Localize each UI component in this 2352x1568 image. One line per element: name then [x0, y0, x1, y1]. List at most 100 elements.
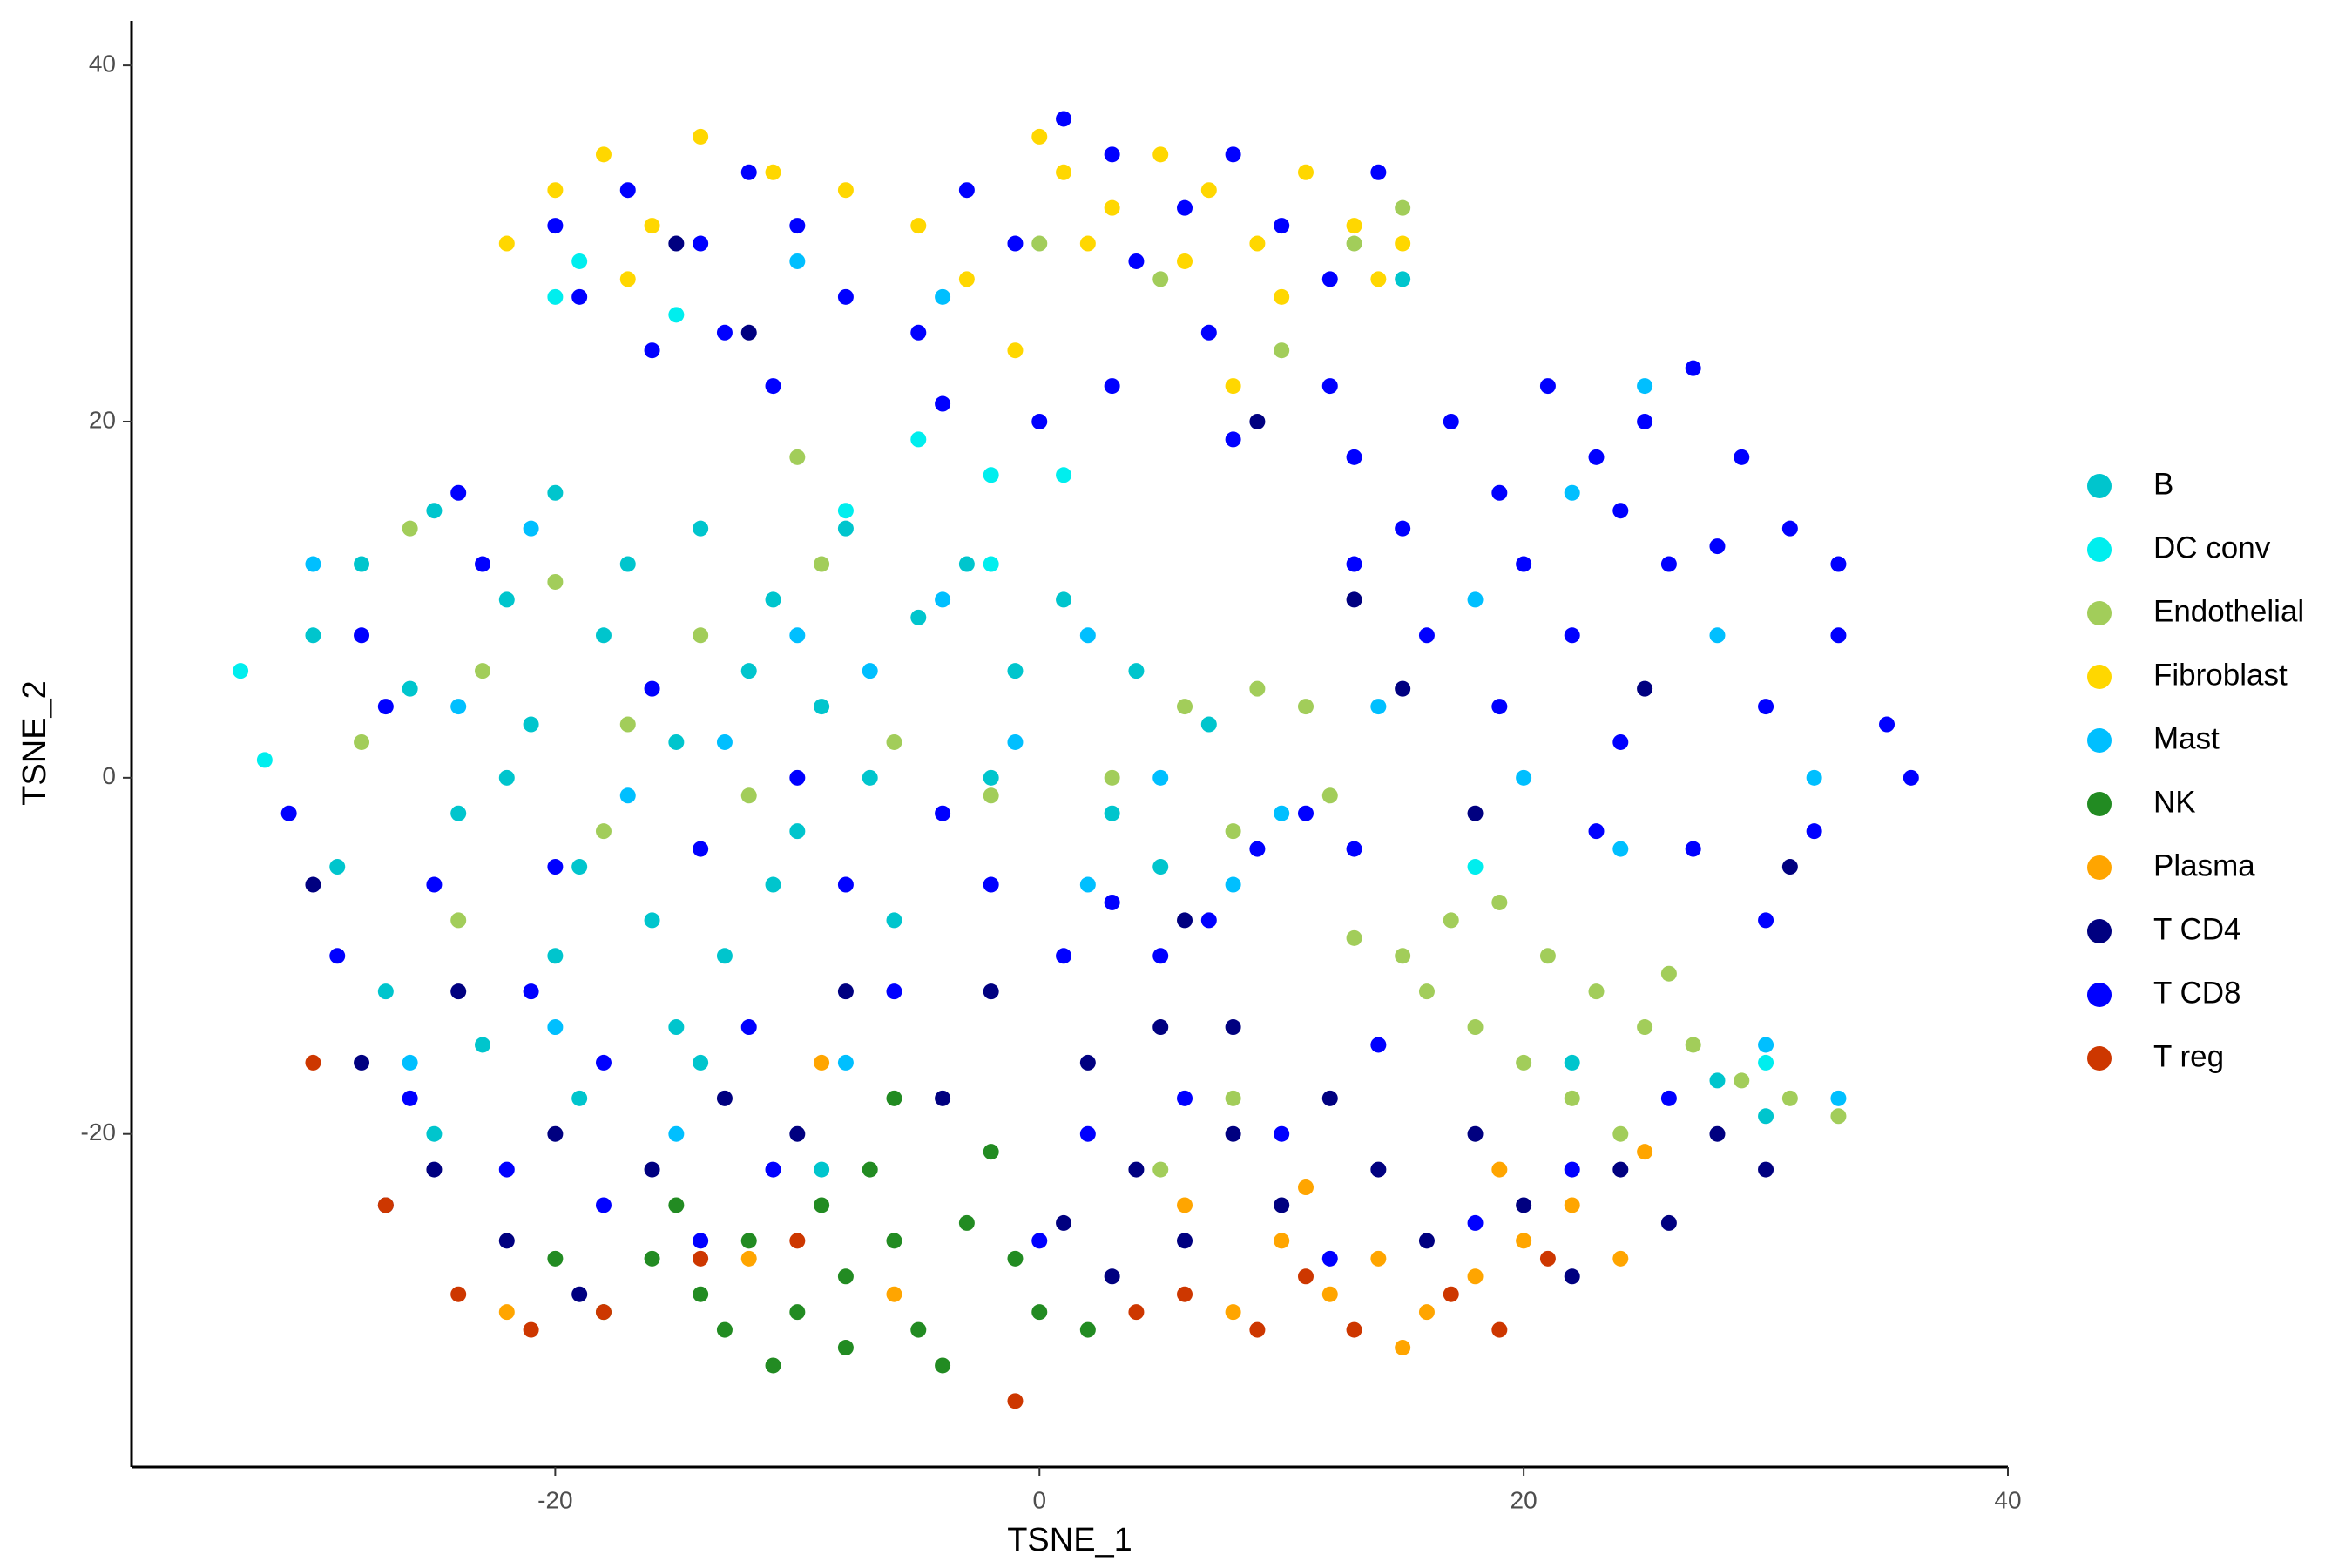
point	[716, 733, 733, 750]
point	[1346, 591, 1362, 608]
point	[1321, 271, 1338, 287]
point	[935, 805, 951, 821]
y-axis-title: TSNE_2	[17, 680, 53, 806]
point	[1467, 591, 1484, 608]
point	[1370, 271, 1387, 287]
point	[740, 1233, 757, 1249]
point	[716, 1090, 733, 1106]
point	[619, 716, 636, 733]
point	[450, 983, 467, 1000]
point	[1152, 1019, 1169, 1036]
point	[1128, 1161, 1145, 1178]
point	[1297, 164, 1314, 180]
point	[1758, 1054, 1774, 1071]
point	[1128, 253, 1145, 269]
point	[910, 218, 927, 234]
point	[498, 235, 515, 252]
point	[1443, 912, 1459, 929]
point	[983, 787, 999, 804]
point	[1200, 716, 1217, 733]
point	[1830, 556, 1847, 572]
point	[402, 520, 418, 537]
point	[377, 1197, 394, 1213]
point	[644, 342, 660, 359]
point	[644, 680, 660, 697]
point	[1007, 1250, 1024, 1267]
point	[789, 1304, 806, 1321]
point	[1806, 823, 1822, 840]
point	[1007, 733, 1024, 750]
point	[935, 1357, 951, 1374]
point	[1443, 413, 1459, 429]
point	[1467, 805, 1484, 821]
legend-marker	[2087, 728, 2112, 753]
point	[814, 1197, 830, 1213]
point	[402, 1090, 418, 1106]
point	[1152, 146, 1169, 163]
point	[1104, 1268, 1120, 1285]
point	[1056, 948, 1072, 964]
point	[1297, 1179, 1314, 1196]
point	[1467, 859, 1484, 875]
point	[958, 556, 975, 572]
point	[1491, 699, 1508, 715]
point	[886, 1286, 902, 1302]
point	[1491, 484, 1508, 501]
point	[571, 1286, 588, 1302]
point	[1056, 1214, 1072, 1231]
point	[983, 556, 999, 572]
point	[716, 1321, 733, 1338]
point	[1249, 1321, 1266, 1338]
point	[1516, 1054, 1532, 1071]
point	[498, 1304, 515, 1321]
point	[1200, 182, 1217, 199]
point	[1612, 733, 1629, 750]
point	[450, 805, 467, 821]
point	[1128, 1304, 1145, 1321]
legend-marker	[2087, 665, 2112, 689]
legend-label: T reg	[2153, 1039, 2224, 1073]
point	[1346, 841, 1362, 857]
point	[233, 663, 249, 679]
point	[1249, 841, 1266, 857]
point	[426, 1161, 443, 1178]
point	[1031, 1233, 1048, 1249]
point	[693, 520, 709, 537]
point	[1637, 680, 1653, 697]
point	[1249, 413, 1266, 429]
point	[1225, 1019, 1241, 1036]
point	[619, 787, 636, 804]
point	[935, 1090, 951, 1106]
point	[862, 1161, 878, 1178]
point	[1564, 627, 1580, 644]
legend-label: NK	[2153, 785, 2196, 819]
point	[1321, 1286, 1338, 1302]
point	[329, 859, 346, 875]
point	[547, 859, 564, 875]
point	[1079, 1054, 1096, 1071]
point	[1830, 1090, 1847, 1106]
point	[305, 627, 321, 644]
point	[498, 591, 515, 608]
point	[595, 1054, 612, 1071]
point	[1734, 1072, 1750, 1089]
x-tick-label: 20	[1511, 1486, 1538, 1513]
point	[1781, 1090, 1798, 1106]
point	[1588, 449, 1605, 465]
point	[1516, 556, 1532, 572]
y-tick-label: -20	[81, 1119, 116, 1146]
point	[547, 1250, 564, 1267]
point	[1685, 360, 1701, 376]
point	[1395, 680, 1411, 697]
legend-label: Endothelial	[2153, 594, 2304, 628]
point	[426, 1125, 443, 1142]
point	[789, 253, 806, 269]
point	[1781, 520, 1798, 537]
point	[1056, 467, 1072, 483]
point	[1588, 823, 1605, 840]
point	[547, 484, 564, 501]
point	[547, 1019, 564, 1036]
point	[1370, 1037, 1387, 1053]
point	[1467, 1268, 1484, 1285]
point	[475, 556, 491, 572]
